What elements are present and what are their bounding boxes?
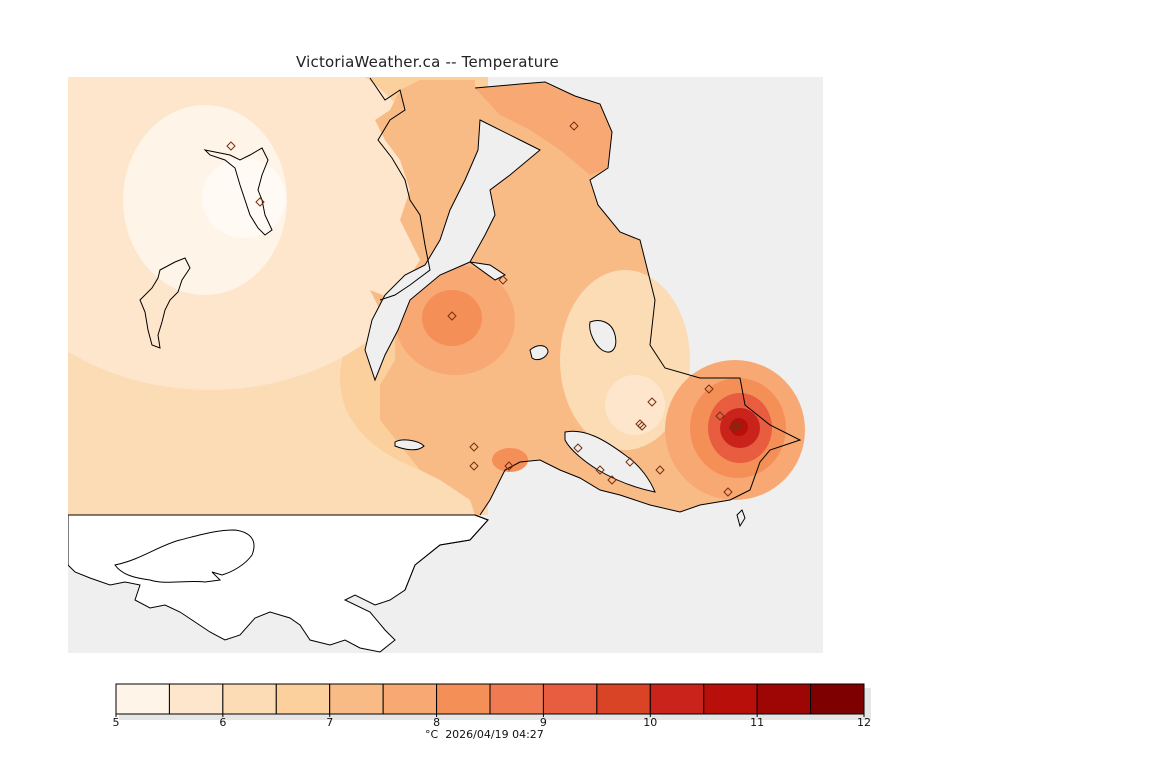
colorbar-tick-label: 7 [326, 716, 333, 729]
station-marker[interactable] [723, 487, 733, 497]
timestamp-label: 2026/04/19 04:27 [445, 728, 544, 741]
map-title: VictoriaWeather.ca -- Temperature [296, 53, 559, 71]
station-marker[interactable] [469, 442, 479, 452]
station-marker[interactable] [625, 457, 635, 467]
station-marker[interactable] [715, 411, 725, 421]
colorbar-swatch [703, 683, 758, 715]
colorbar-swatch [756, 683, 812, 715]
station-marker[interactable] [595, 465, 605, 475]
station-marker[interactable] [647, 397, 657, 407]
station-marker[interactable] [447, 311, 457, 321]
colorbar-swatch [649, 683, 705, 715]
colorbar-ticks: 5 6 7 8 9 10 11 12 [113, 714, 871, 729]
colorbar-swatch [382, 683, 438, 715]
island-north [203, 147, 273, 236]
station-marker[interactable] [607, 475, 617, 485]
temperature-field-east [395, 82, 805, 500]
colorbar-swatch [596, 683, 651, 715]
station-marker[interactable] [255, 197, 265, 207]
coastlines [369, 77, 802, 528]
inlets [364, 119, 656, 493]
colorbar-caption: °C 2026/04/19 04:27 [425, 728, 544, 741]
station-marker[interactable] [569, 121, 579, 131]
colorbar-swatch [329, 683, 384, 715]
colorbar-swatch [542, 683, 598, 715]
station-marker[interactable] [498, 275, 508, 285]
colorbar-tick-label: 6 [219, 716, 226, 729]
station-marker[interactable] [504, 461, 514, 471]
station-marker[interactable] [728, 423, 738, 433]
colorbar-tick-label: 9 [540, 716, 547, 729]
colorbar-tick-label: 8 [433, 716, 440, 729]
station-marker[interactable] [469, 461, 479, 471]
station-marker[interactable] [734, 420, 744, 430]
colorbar-swatch [436, 683, 491, 715]
outside-region [68, 514, 489, 653]
colorbar-tick-label: 11 [750, 716, 764, 729]
station-marker[interactable] [704, 384, 714, 394]
colorbar-swatch [168, 683, 224, 715]
unit-label: °C [425, 728, 439, 741]
colorbar-tick-label: 12 [857, 716, 871, 729]
colorbar-swatch [275, 683, 331, 715]
station-marker[interactable] [655, 465, 665, 475]
colorbar-tick-label: 10 [643, 716, 657, 729]
colorbar-swatches [115, 683, 865, 715]
station-markers [226, 121, 744, 497]
colorbar-swatch [115, 683, 170, 715]
islands-west [139, 147, 273, 349]
station-marker[interactable] [226, 141, 236, 151]
colorbar-swatch [489, 683, 544, 715]
station-marker[interactable] [637, 421, 647, 431]
colorbar-tick-label: 5 [113, 716, 120, 729]
colorbar-swatch [810, 683, 865, 715]
island-south [139, 257, 191, 349]
station-marker[interactable] [573, 443, 583, 453]
colorbar-swatch [222, 683, 277, 715]
